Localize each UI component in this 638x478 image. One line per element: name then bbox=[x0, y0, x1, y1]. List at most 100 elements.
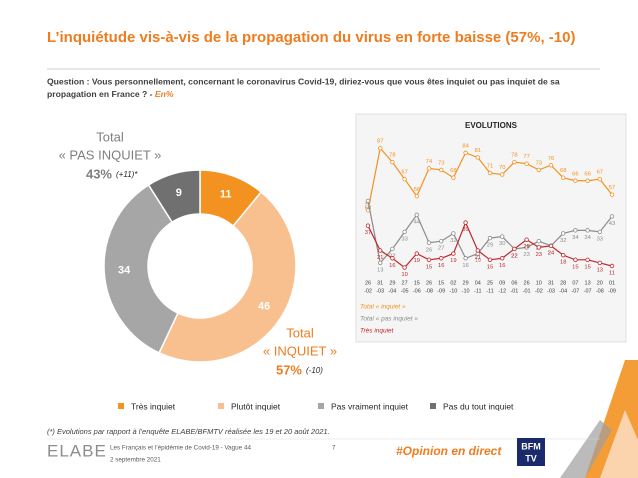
point-label: 34 bbox=[572, 235, 579, 241]
point bbox=[463, 150, 468, 156]
legend-swatch bbox=[118, 403, 124, 409]
point bbox=[597, 260, 602, 266]
point-label: 10 bbox=[401, 272, 407, 278]
point bbox=[585, 228, 590, 233]
chart-title: EVOLUTIONS bbox=[465, 121, 518, 130]
point bbox=[414, 251, 419, 256]
x-tick-label: -10 bbox=[462, 288, 470, 294]
point bbox=[390, 159, 395, 165]
point bbox=[561, 252, 566, 258]
x-tick-label: 15 bbox=[414, 280, 420, 286]
x-tick-label: 26 bbox=[524, 280, 530, 286]
question: propagation en France ? - En% bbox=[47, 89, 174, 99]
x-tick-label: -06 bbox=[413, 288, 421, 294]
x-tick-label: 29 bbox=[389, 280, 395, 286]
point-label: 21 bbox=[475, 255, 481, 261]
x-tick-label: -08 bbox=[596, 288, 604, 294]
point bbox=[365, 198, 371, 204]
point bbox=[487, 235, 493, 241]
point-label: 57 bbox=[609, 185, 615, 191]
point-label: 19 bbox=[450, 258, 456, 264]
point bbox=[609, 214, 615, 219]
x-tick-label: 10 bbox=[536, 280, 542, 286]
total-label: Total bbox=[286, 325, 314, 340]
footnote: (*) Evolutions par rapport à l’enquête E… bbox=[47, 427, 330, 436]
total-label: Total bbox=[96, 129, 124, 144]
point bbox=[439, 167, 444, 173]
point-label: 30 bbox=[499, 241, 505, 247]
brand-logo: ELABE bbox=[47, 441, 107, 460]
point-label: 71 bbox=[487, 164, 493, 170]
point bbox=[414, 212, 419, 218]
point bbox=[585, 257, 590, 262]
point bbox=[573, 257, 578, 262]
point bbox=[378, 145, 383, 151]
point bbox=[451, 251, 456, 256]
x-tick-label: -09 bbox=[437, 288, 445, 294]
point-label: 27 bbox=[438, 246, 444, 252]
point-label: 19 bbox=[414, 258, 420, 264]
point-label: 70 bbox=[499, 165, 505, 171]
point bbox=[524, 161, 529, 166]
point bbox=[512, 246, 517, 252]
point-label: 19 bbox=[475, 258, 481, 264]
point-label: 37 bbox=[365, 230, 371, 236]
point bbox=[597, 229, 602, 235]
point-label: 87 bbox=[377, 139, 383, 145]
point bbox=[500, 172, 505, 177]
x-tick-label: 26 bbox=[426, 280, 432, 286]
legend-swatch bbox=[318, 403, 324, 409]
point-label: 77 bbox=[523, 154, 529, 160]
point-label: 16 bbox=[438, 263, 444, 269]
point bbox=[463, 256, 468, 261]
point-label: 78 bbox=[511, 153, 517, 159]
point bbox=[548, 163, 554, 168]
x-tick-label: -04 bbox=[388, 288, 396, 294]
x-tick-label: -01 bbox=[510, 288, 518, 294]
point-label: 67 bbox=[597, 170, 603, 176]
point-label: 84 bbox=[462, 143, 469, 149]
slice-label: 34 bbox=[118, 265, 131, 277]
slice-label: 46 bbox=[258, 301, 270, 313]
x-tick-label: 06 bbox=[511, 280, 517, 286]
point-label: 24 bbox=[548, 250, 555, 256]
x-tick-label: 01 bbox=[609, 280, 615, 286]
x-tick-label: -03 bbox=[547, 288, 555, 294]
point-label: 13 bbox=[597, 267, 603, 273]
total-name: « INQUIET » bbox=[263, 343, 337, 358]
question: Question : Vous personnellement, concern… bbox=[47, 76, 560, 86]
legend-label: Plutôt inquiet bbox=[231, 401, 281, 411]
x-tick-label: -10 bbox=[449, 288, 457, 294]
point bbox=[487, 257, 493, 262]
point-label: 34 bbox=[584, 235, 591, 241]
partner-logo bbox=[517, 438, 545, 466]
point bbox=[573, 178, 578, 183]
point-label: 33 bbox=[401, 236, 407, 242]
point bbox=[426, 166, 432, 171]
point-label: 23 bbox=[523, 252, 529, 258]
legend-label: Pas vraiment inquiet bbox=[331, 401, 409, 411]
point-label: 26 bbox=[426, 247, 432, 253]
point-label: 11 bbox=[609, 271, 615, 277]
point bbox=[536, 245, 541, 250]
x-tick-label: 28 bbox=[560, 280, 566, 286]
point bbox=[414, 194, 419, 199]
point-label: 43 bbox=[609, 221, 615, 227]
point-label: 76 bbox=[548, 156, 554, 162]
survey: Les Français et l’épidémie de Covid-19 -… bbox=[110, 445, 251, 452]
point bbox=[585, 178, 590, 183]
point bbox=[390, 246, 395, 252]
x-tick-label: -01 bbox=[523, 288, 531, 294]
point-label: 16 bbox=[389, 263, 395, 269]
x-tick-label: 20 bbox=[597, 280, 603, 286]
x-tick-label: 27 bbox=[402, 280, 408, 286]
point bbox=[524, 237, 529, 242]
point bbox=[439, 256, 444, 261]
point bbox=[609, 192, 615, 197]
page-number: 7 bbox=[332, 445, 336, 452]
total-name: « PAS INQUIET » bbox=[59, 147, 162, 162]
point-label: 32 bbox=[450, 238, 456, 244]
x-tick-label: 31 bbox=[548, 280, 554, 286]
x-tick-label: 04 bbox=[475, 280, 481, 286]
